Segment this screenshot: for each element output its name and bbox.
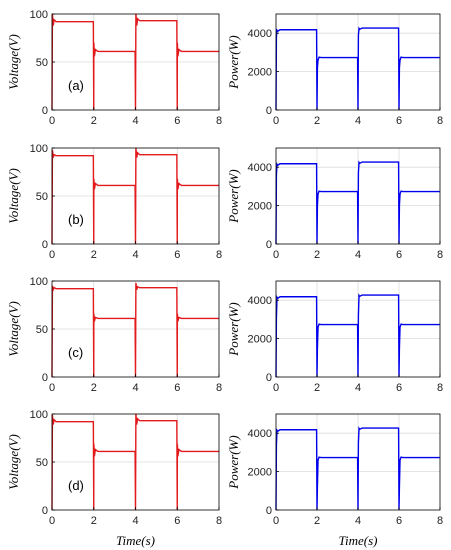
x-tick-label: 8 (437, 382, 443, 394)
y-axis-label: Power(W) (226, 302, 241, 356)
x-tick-label: 0 (273, 515, 279, 527)
x-tick-label: 6 (396, 515, 402, 527)
x-tick-label: 2 (91, 115, 97, 127)
x-tick-label: 0 (273, 115, 279, 127)
series-line-0 (51, 147, 219, 245)
x-tick-label: 8 (216, 249, 222, 261)
x-tick-label: 0 (49, 382, 55, 394)
x-tick-label: 6 (174, 249, 180, 261)
y-tick-label: 50 (36, 57, 48, 69)
series-line-0 (51, 413, 219, 511)
y-tick-label: 0 (42, 505, 48, 517)
y-tick-label: 100 (30, 143, 48, 155)
y-axis-label: Power(W) (226, 435, 241, 489)
chart-panel-voltage-3: 0 2 4 6 8 0 50 100 Voltage(V) (c) (6, 276, 222, 394)
x-tick-label: 4 (355, 382, 361, 394)
series-line-0 (275, 293, 440, 378)
x-tick-label: 2 (91, 249, 97, 261)
x-tick-label: 4 (132, 115, 138, 127)
x-tick-label: 4 (355, 115, 361, 127)
y-tick-label: 0 (266, 505, 272, 517)
y-tick-label: 2000 (248, 67, 272, 79)
chart-panel-voltage-4: 0 2 4 6 8 0 50 100 Voltage(V) (d) (6, 409, 222, 527)
x-tick-label: 4 (355, 515, 361, 527)
y-tick-label: 0 (266, 372, 272, 384)
x-tick-label: 4 (132, 515, 138, 527)
y-tick-label: 2000 (248, 334, 272, 346)
y-tick-label: 2000 (248, 467, 272, 479)
y-tick-label: 100 (30, 409, 48, 421)
series-line-0 (275, 26, 440, 111)
x-tick-label: 6 (174, 515, 180, 527)
series-line-0 (51, 13, 219, 111)
series-line-0 (275, 160, 440, 245)
x-tick-label: 8 (216, 115, 222, 127)
y-tick-label: 0 (266, 105, 272, 117)
x-tick-label: 6 (396, 115, 402, 127)
y-tick-label: 0 (42, 372, 48, 384)
y-axis-label: Voltage(V) (6, 168, 21, 224)
panel-label: (a) (68, 78, 84, 93)
x-tick-label: 2 (314, 249, 320, 261)
x-tick-label: 8 (437, 115, 443, 127)
x-tick-label: 4 (132, 249, 138, 261)
chart-panel-voltage-1: 0 2 4 6 8 0 50 100 Voltage(V) (a) (6, 9, 222, 127)
y-tick-label: 0 (42, 105, 48, 117)
y-tick-label: 50 (36, 457, 48, 469)
x-tick-label: 6 (174, 115, 180, 127)
x-tick-label: 6 (396, 382, 402, 394)
x-tick-label: 6 (396, 249, 402, 261)
x-tick-label: 2 (314, 382, 320, 394)
x-tick-label: 0 (49, 115, 55, 127)
chart-panel-power-2: 0 2 4 6 8 0 2000 4000 Power(W) (226, 147, 443, 261)
x-tick-label: 2 (91, 382, 97, 394)
y-tick-label: 4000 (248, 295, 272, 307)
x-tick-label: 2 (91, 515, 97, 527)
y-tick-label: 4000 (248, 28, 272, 40)
chart-panel-power-3: 0 2 4 6 8 0 2000 4000 Power(W) (226, 280, 443, 394)
x-tick-label: 6 (174, 382, 180, 394)
y-tick-label: 100 (30, 276, 48, 288)
y-tick-label: 2000 (248, 201, 272, 213)
y-axis-label: Voltage(V) (6, 34, 21, 90)
y-tick-label: 100 (30, 9, 48, 21)
chart-panel-voltage-2: 0 2 4 6 8 0 50 100 Voltage(V) (b) (6, 143, 222, 261)
panel-label: (d) (68, 478, 84, 493)
x-tick-label: 0 (273, 249, 279, 261)
series-line-0 (275, 426, 440, 511)
y-tick-label: 4000 (248, 162, 272, 174)
x-axis-label-voltage: Time(s) (116, 533, 155, 548)
x-tick-label: 8 (437, 515, 443, 527)
x-tick-label: 4 (355, 249, 361, 261)
x-tick-label: 0 (273, 382, 279, 394)
x-tick-label: 8 (437, 249, 443, 261)
x-tick-label: 8 (216, 382, 222, 394)
x-tick-label: 4 (132, 382, 138, 394)
y-axis-label: Voltage(V) (6, 301, 21, 357)
panel-label: (c) (68, 345, 83, 360)
x-tick-label: 8 (216, 515, 222, 527)
series-line-0 (51, 282, 219, 378)
y-tick-label: 50 (36, 191, 48, 203)
y-tick-label: 50 (36, 324, 48, 336)
y-axis-label: Voltage(V) (6, 434, 21, 490)
x-tick-label: 2 (314, 115, 320, 127)
y-tick-label: 4000 (248, 428, 272, 440)
x-axis-label-power: Time(s) (339, 533, 378, 548)
panel-label: (b) (68, 212, 84, 227)
y-tick-label: 0 (42, 239, 48, 251)
y-axis-label: Power(W) (226, 169, 241, 223)
x-tick-label: 0 (49, 249, 55, 261)
x-tick-label: 2 (314, 515, 320, 527)
chart-panel-power-1: 0 2 4 6 8 0 2000 4000 Power(W) (226, 13, 443, 127)
y-axis-label: Power(W) (226, 35, 241, 89)
x-tick-label: 0 (49, 515, 55, 527)
y-tick-label: 0 (266, 239, 272, 251)
chart-panel-power-4: 0 2 4 6 8 0 2000 4000 Power(W) (226, 413, 443, 527)
